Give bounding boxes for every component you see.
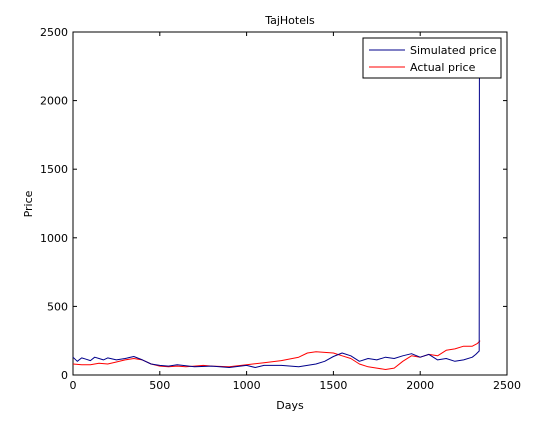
y-tick-label: 1500 [40, 163, 68, 176]
y-tick-label: 2500 [40, 26, 68, 39]
y-tick-label: 2000 [40, 95, 68, 108]
y-axis-label: Price [22, 190, 35, 217]
y-tick-label: 500 [47, 300, 68, 313]
x-axis-label: Days [276, 399, 304, 412]
x-tick-label: 0 [70, 379, 77, 392]
legend-label-actual: Actual price [410, 61, 476, 74]
x-tick-label: 2000 [406, 379, 434, 392]
x-tick-label: 500 [149, 379, 170, 392]
y-tick-label: 0 [61, 369, 68, 382]
series-line-simulated-price [72, 68, 481, 368]
x-tick-label: 1500 [319, 379, 347, 392]
x-tick-label: 1000 [233, 379, 261, 392]
series-lines [72, 68, 481, 370]
legend-label-simulated: Simulated price [410, 44, 497, 57]
axis-ticks: 0 500 1000 1500 2000 2500 0 500 1000 1500 2000 2500 [40, 26, 521, 392]
y-tick-label: 1000 [40, 232, 68, 245]
legend: Simulated price Actual price [362, 37, 502, 79]
chart-title: TajHotels [264, 14, 315, 27]
x-tick-label: 2500 [493, 379, 521, 392]
legend-box [362, 37, 502, 79]
plot-area [72, 31, 508, 376]
